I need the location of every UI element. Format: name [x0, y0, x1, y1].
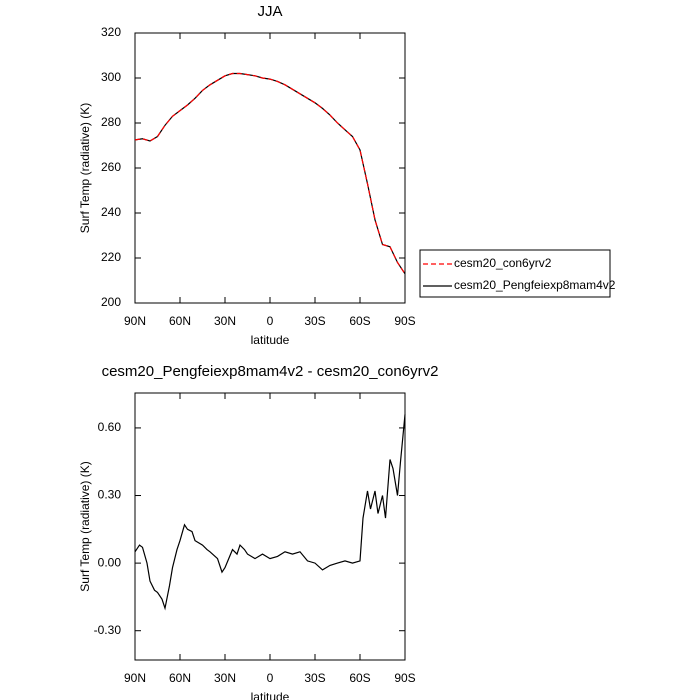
x-tick-label: 90S: [394, 671, 415, 685]
y-tick-label: -0.30: [94, 623, 122, 637]
x-tick-label: 30S: [304, 314, 325, 328]
chart-title: JJA: [257, 3, 282, 20]
y-tick-label: 0.60: [98, 420, 122, 434]
x-tick-label: 30S: [304, 671, 325, 685]
x-tick-label: 60S: [349, 314, 370, 328]
plot-frame: [134, 392, 406, 661]
y-tick-label: 280: [101, 115, 121, 129]
x-tick-label: 60N: [169, 671, 191, 685]
x-tick-label: 60N: [169, 314, 191, 328]
x-axis-label: latitude: [251, 690, 290, 700]
x-tick-label: 90S: [394, 314, 415, 328]
y-tick-label: 260: [101, 160, 121, 174]
x-tick-label: 0: [267, 314, 274, 328]
x-tick-label: 30N: [214, 671, 236, 685]
y-tick-label: 0.30: [98, 488, 122, 502]
y-tick-label: 320: [101, 25, 121, 39]
x-tick-label: 90N: [124, 314, 146, 328]
y-tick-label: 0.00: [98, 555, 122, 569]
y-tick-label: 240: [101, 205, 121, 219]
y-tick-label: 200: [101, 295, 121, 309]
data-line: [134, 72, 406, 275]
x-axis-label: latitude: [251, 333, 290, 347]
x-tick-label: 30N: [214, 314, 236, 328]
y-tick-label: 300: [101, 70, 121, 84]
legend-label: cesm20_con6yrv2: [454, 256, 552, 270]
legend-label: cesm20_Pengfeiexp8mam4v2: [454, 278, 616, 292]
data-line: [134, 414, 406, 611]
y-tick-label: 220: [101, 250, 121, 264]
chart-title: cesm20_Pengfeiexp8mam4v2 - cesm20_con6yr…: [102, 363, 439, 380]
y-axis-label: Surf Temp (radiative) (K): [78, 461, 92, 591]
legend-box: [419, 249, 611, 298]
x-tick-label: 60S: [349, 671, 370, 685]
x-tick-label: 0: [267, 671, 274, 685]
y-axis-label: Surf Temp (radiative) (K): [78, 103, 92, 233]
data-line: [134, 72, 406, 275]
x-tick-label: 90N: [124, 671, 146, 685]
